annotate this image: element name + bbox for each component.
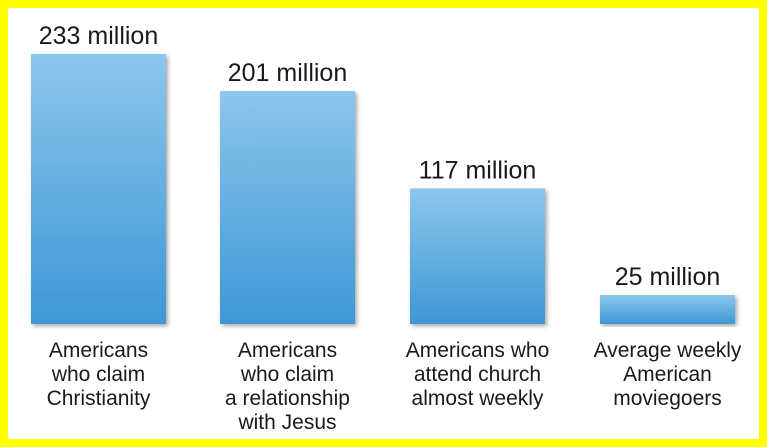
category-label-4-line-3: moviegoers (613, 387, 722, 410)
value-label-3: 117 million (419, 156, 537, 184)
category-label-4-line-1: Average weekly (594, 339, 742, 362)
category-label-2-line-1: Americans (238, 339, 337, 362)
category-label-3-line-3: almost weekly (412, 387, 544, 410)
category-label-4-line-2: American (623, 363, 712, 386)
value-label-2: 201 million (228, 59, 348, 87)
category-label-2: Americans who claim a relationship with Jes… (225, 339, 350, 434)
value-label-4: 25 million (615, 263, 721, 291)
category-label-3-line-1: Americans who (406, 339, 550, 362)
category-label-3: Americans who attend church almost weekly (406, 339, 550, 410)
bar-3 (410, 188, 545, 324)
bar-2 (220, 91, 355, 324)
category-label-2-line-3: a relationship (225, 387, 350, 410)
category-label-4: Average weekly American moviegoers (594, 339, 742, 410)
category-label-1-line-1: Americans (49, 339, 148, 362)
category-label-2-line-4: with Jesus (237, 411, 336, 434)
bar-4 (600, 295, 735, 324)
category-label-1-line-3: Christianity (47, 387, 151, 410)
category-label-2-line-2: who claim (240, 363, 334, 386)
value-label-1: 233 million (39, 22, 159, 50)
category-label-1: Americans who claim Christianity (47, 339, 151, 410)
bars-group (31, 54, 735, 324)
bar-1 (31, 54, 166, 324)
category-label-3-line-2: attend church (414, 363, 541, 386)
category-label-1-line-2: who claim (51, 363, 145, 386)
